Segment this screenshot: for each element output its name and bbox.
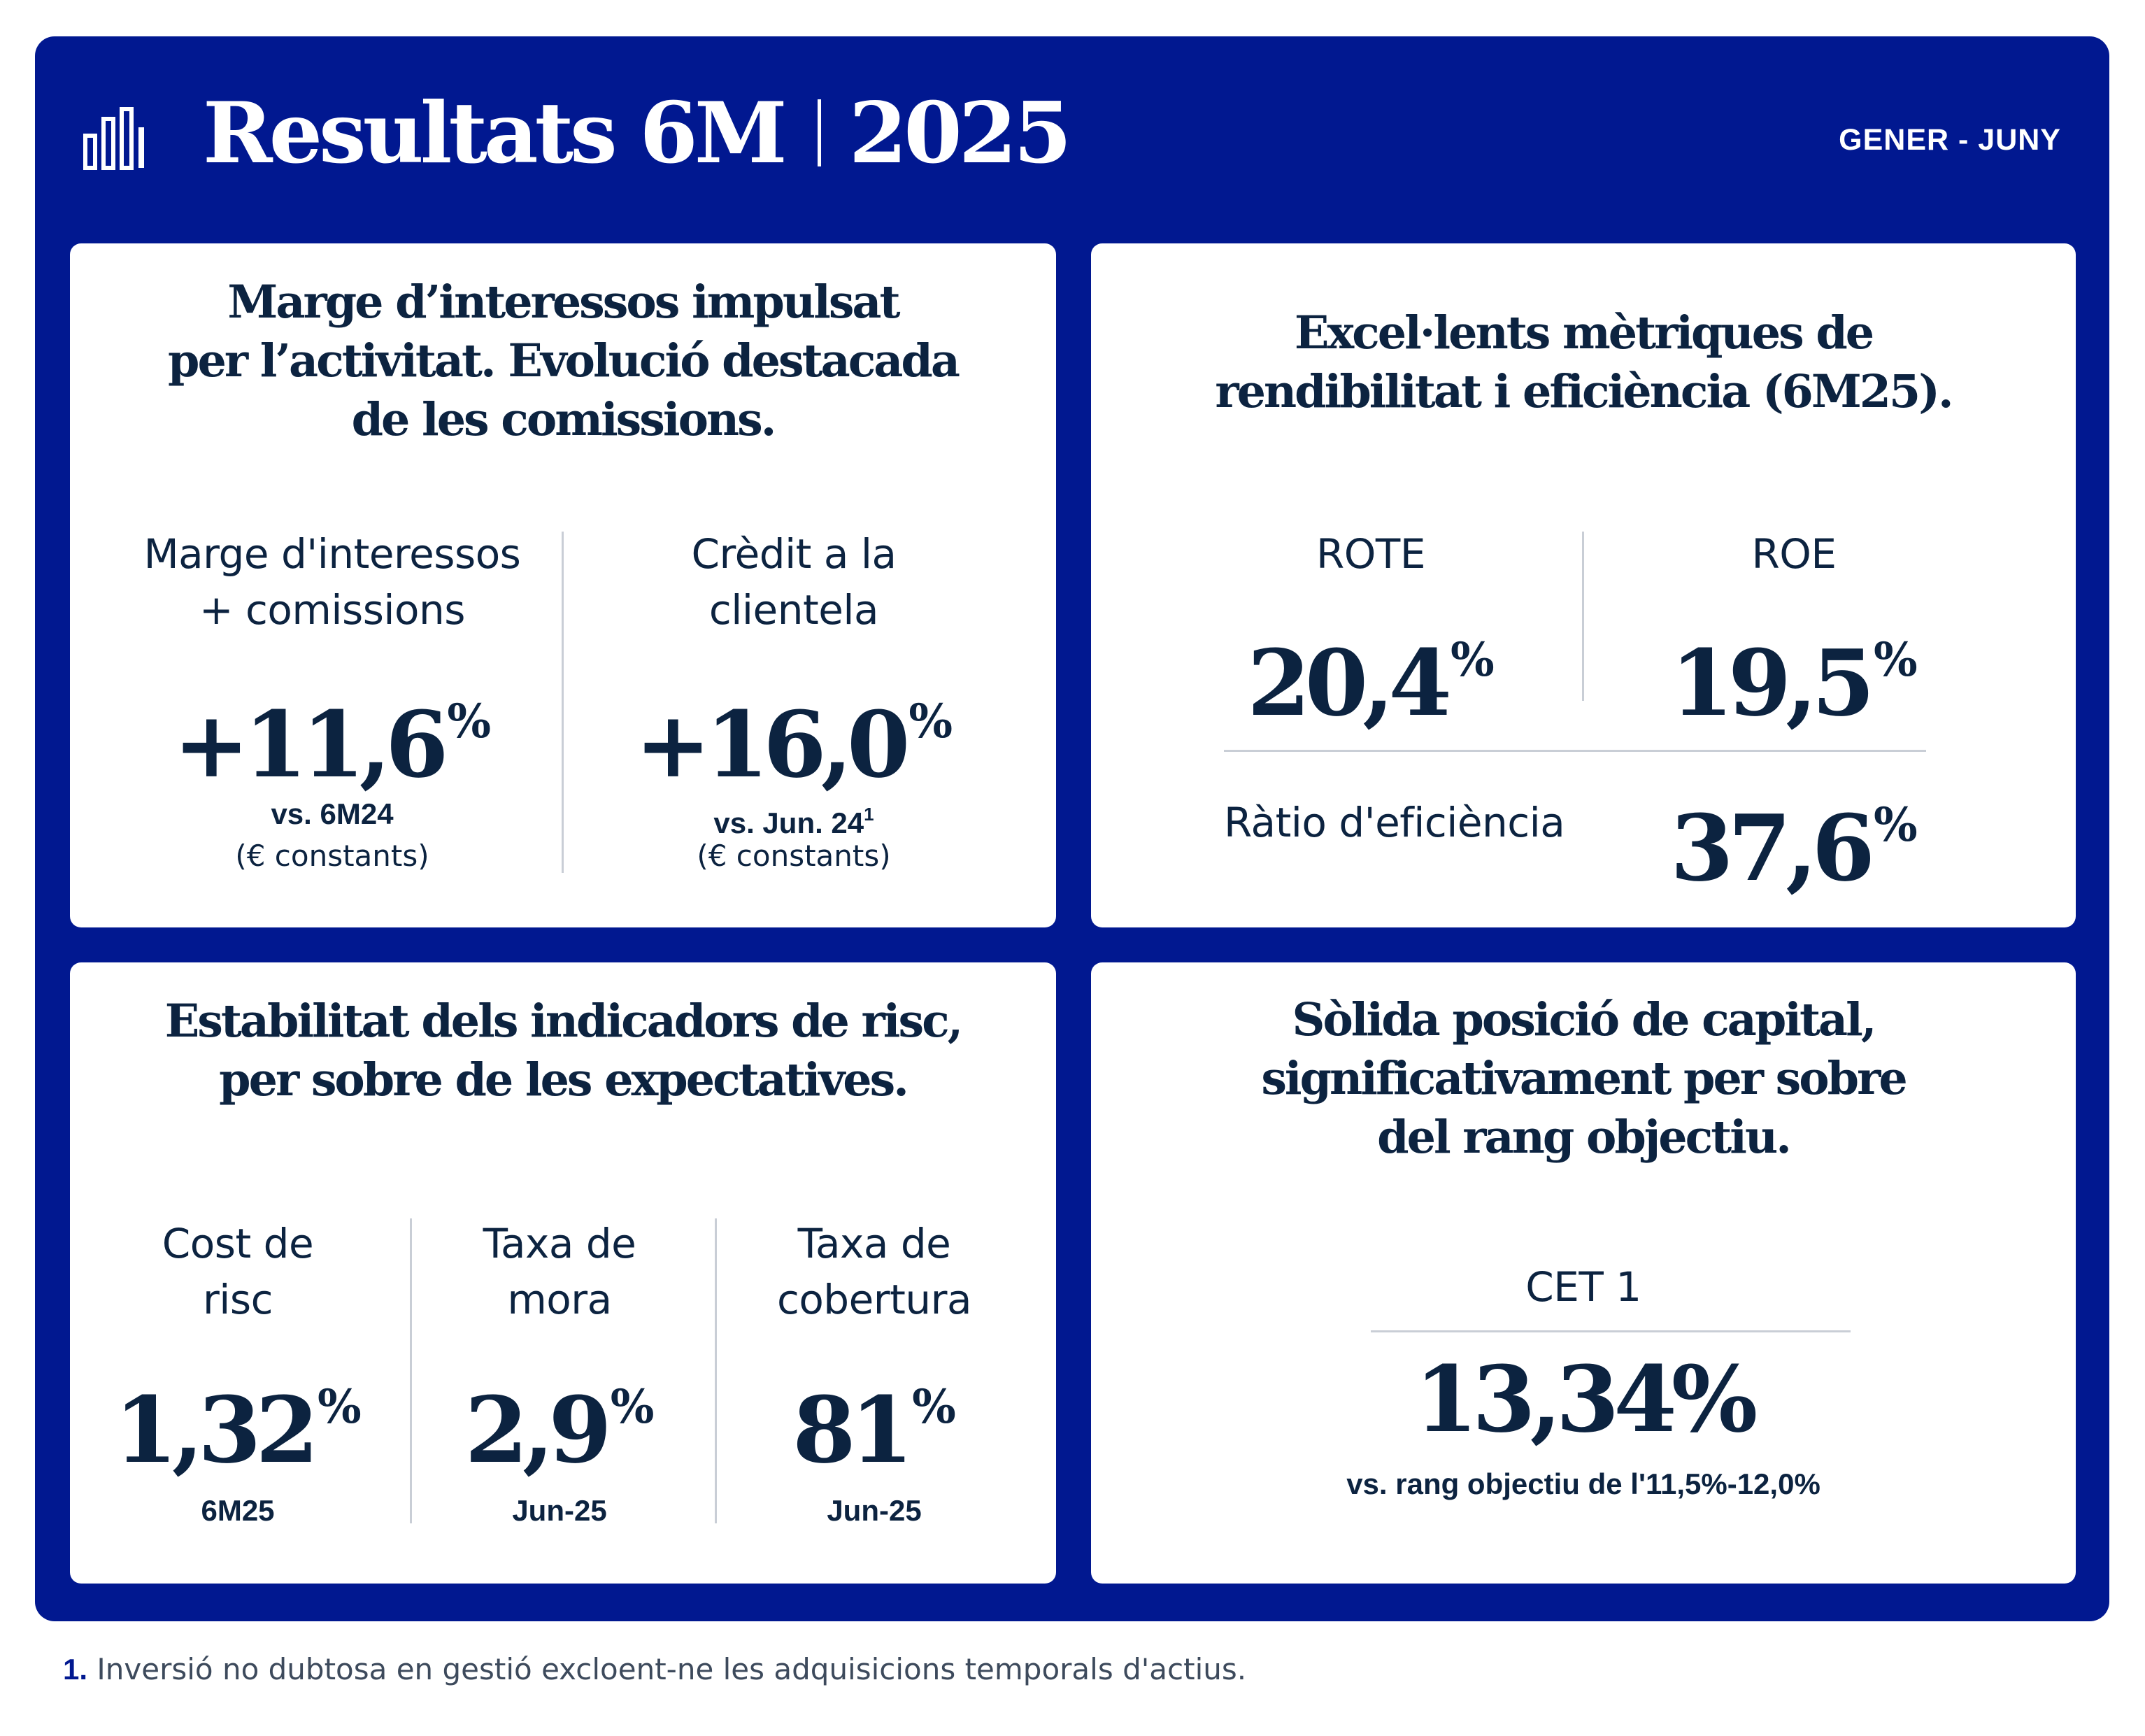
coverage-value: 81% [792,1376,956,1484]
margin-note-sub: (€ constants) [235,839,429,873]
page-title-main: Resultats 6M [203,83,788,183]
roe-label: ROE [1751,530,1837,578]
divider [562,532,564,873]
card-margin: Marge d’interessos impulsat per l’activi… [70,243,1056,927]
period-label: GENER - JUNY [1839,123,2061,157]
margin-note: vs. 6M24 [271,797,394,830]
margin-label: Marge d'interessos + comissions [143,530,521,634]
credit-value: +16,0% [634,691,953,798]
card-risk-title: Estabilitat dels indicadors de risc, per… [164,995,964,1107]
rote-value: 20,4% [1247,629,1495,737]
divider [715,1218,717,1523]
divider [410,1218,412,1523]
card-metrics-title: Excel·lents mètriques de rendibilitat i … [1215,306,1953,418]
page-title: Resultats 6M 2025 [203,73,1072,192]
bar-chart-icon [83,107,144,170]
npl-ratio-value: 2,9% [464,1376,655,1484]
card-capital-title: Sòlida posició de capital, significativa… [1261,993,1907,1164]
footnote-number: 1. [63,1653,88,1686]
credit-note-sub: (€ constants) [697,839,891,873]
cet1-value: 13,34% [1414,1346,1758,1453]
efficiency-label: Ràtio d'eficiència [1224,799,1565,846]
cost-risk-note: 6M25 [201,1494,275,1527]
credit-note: vs. Jun. 241 [713,804,874,839]
cet1-note: vs. rang objectiu de l'11,5%-12,0% [1346,1467,1820,1500]
cost-risk-label: Cost de risc [162,1220,314,1323]
cet1-label: CET 1 [1525,1263,1641,1311]
coverage-note: Jun-25 [827,1494,922,1527]
rote-label: ROTE [1316,530,1426,578]
divider [1582,532,1584,701]
card-metrics: Excel·lents mètriques de rendibilitat i … [1091,243,2076,927]
footnote: 1. Inversió no dubtosa en gestió excloen… [63,1652,1246,1686]
npl-ratio-label: Taxa de mora [483,1220,636,1323]
efficiency-value: 37,6% [1670,795,1918,902]
credit-label: Crèdit a la clientela [691,530,897,634]
roe-value: 19,5% [1670,629,1918,737]
divider [1371,1330,1851,1332]
card-capital: Sòlida posició de capital, significativa… [1091,962,2076,1584]
footnote-text: Inversió no dubtosa en gestió excloent-n… [97,1652,1247,1686]
cost-risk-value: 1,32% [114,1376,362,1484]
title-separator [817,99,821,166]
divider [1224,750,1926,752]
npl-ratio-note: Jun-25 [512,1494,607,1527]
page-title-year: 2025 [848,83,1072,183]
card-margin-title: Marge d’interessos impulsat per l’activi… [168,276,960,446]
margin-value: +11,6% [173,691,492,798]
coverage-label: Taxa de cobertura [776,1220,972,1323]
card-risk: Estabilitat dels indicadors de risc, per… [70,962,1056,1584]
